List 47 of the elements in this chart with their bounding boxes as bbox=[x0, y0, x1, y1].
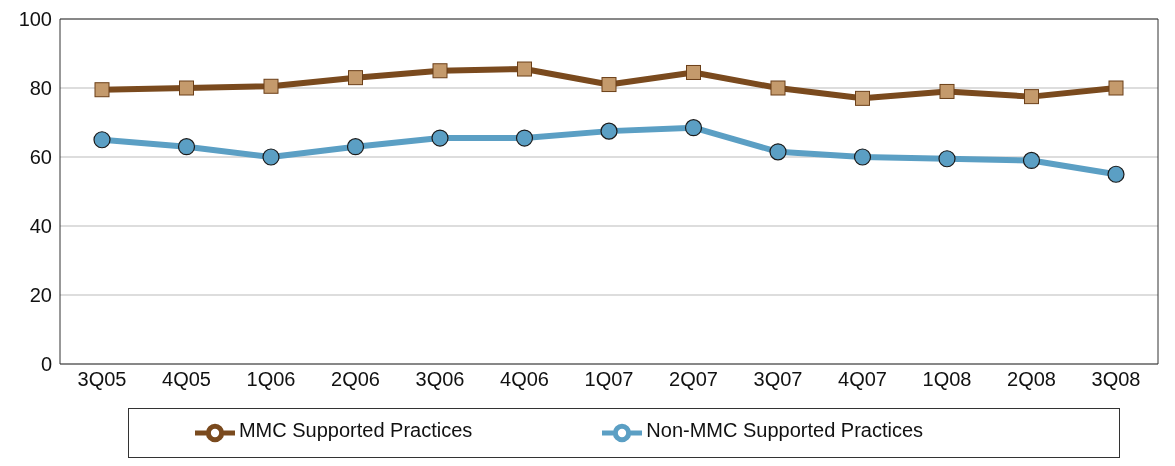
point bbox=[348, 70, 363, 86]
x-tick-label: 2Q07 bbox=[669, 368, 718, 391]
point bbox=[94, 82, 110, 98]
x-tick-label: 3Q06 bbox=[415, 368, 465, 391]
point bbox=[177, 138, 196, 156]
point bbox=[769, 143, 787, 161]
point bbox=[179, 80, 194, 96]
point bbox=[262, 148, 280, 166]
point bbox=[431, 129, 449, 147]
y-tick-label: 60 bbox=[29, 146, 52, 169]
point bbox=[1022, 151, 1041, 170]
x-tick-label: 1Q06 bbox=[246, 368, 296, 391]
point bbox=[515, 129, 534, 147]
point bbox=[1108, 80, 1124, 96]
point bbox=[770, 80, 786, 96]
point bbox=[600, 122, 618, 140]
point bbox=[684, 119, 703, 137]
point bbox=[93, 131, 111, 149]
x-tick-label: 2Q08 bbox=[1007, 368, 1056, 391]
point bbox=[1024, 89, 1039, 105]
x-tick-label: 3Q07 bbox=[753, 368, 803, 391]
legend-label: MMC Supported Practices bbox=[238, 419, 473, 442]
x-tick-label: 2Q06 bbox=[331, 368, 380, 391]
y-tick-label: 100 bbox=[18, 8, 52, 31]
x-tick-label: 3Q05 bbox=[77, 368, 127, 391]
point bbox=[939, 83, 955, 99]
point bbox=[346, 138, 365, 156]
point bbox=[853, 148, 872, 166]
y-tick-label: 80 bbox=[29, 77, 52, 100]
x-tick-label: 4Q07 bbox=[838, 368, 887, 391]
y-tick-label: 40 bbox=[29, 215, 52, 238]
point bbox=[263, 78, 279, 94]
point bbox=[1107, 165, 1125, 183]
legend-label: Non-MMC Supported Practices bbox=[646, 419, 924, 442]
x-tick-label: 1Q08 bbox=[922, 368, 972, 391]
point bbox=[686, 64, 701, 80]
point bbox=[517, 61, 532, 77]
x-tick-label: 3Q08 bbox=[1091, 368, 1141, 391]
point bbox=[432, 63, 448, 79]
x-tick-label: 1Q07 bbox=[584, 368, 634, 391]
x-tick-label: 4Q06 bbox=[500, 368, 549, 391]
point bbox=[601, 77, 617, 93]
y-tick-label: 20 bbox=[29, 284, 52, 307]
point bbox=[855, 90, 870, 106]
x-tick-label: 4Q05 bbox=[162, 368, 211, 391]
y-tick-label: 0 bbox=[40, 353, 52, 376]
point bbox=[938, 150, 956, 168]
